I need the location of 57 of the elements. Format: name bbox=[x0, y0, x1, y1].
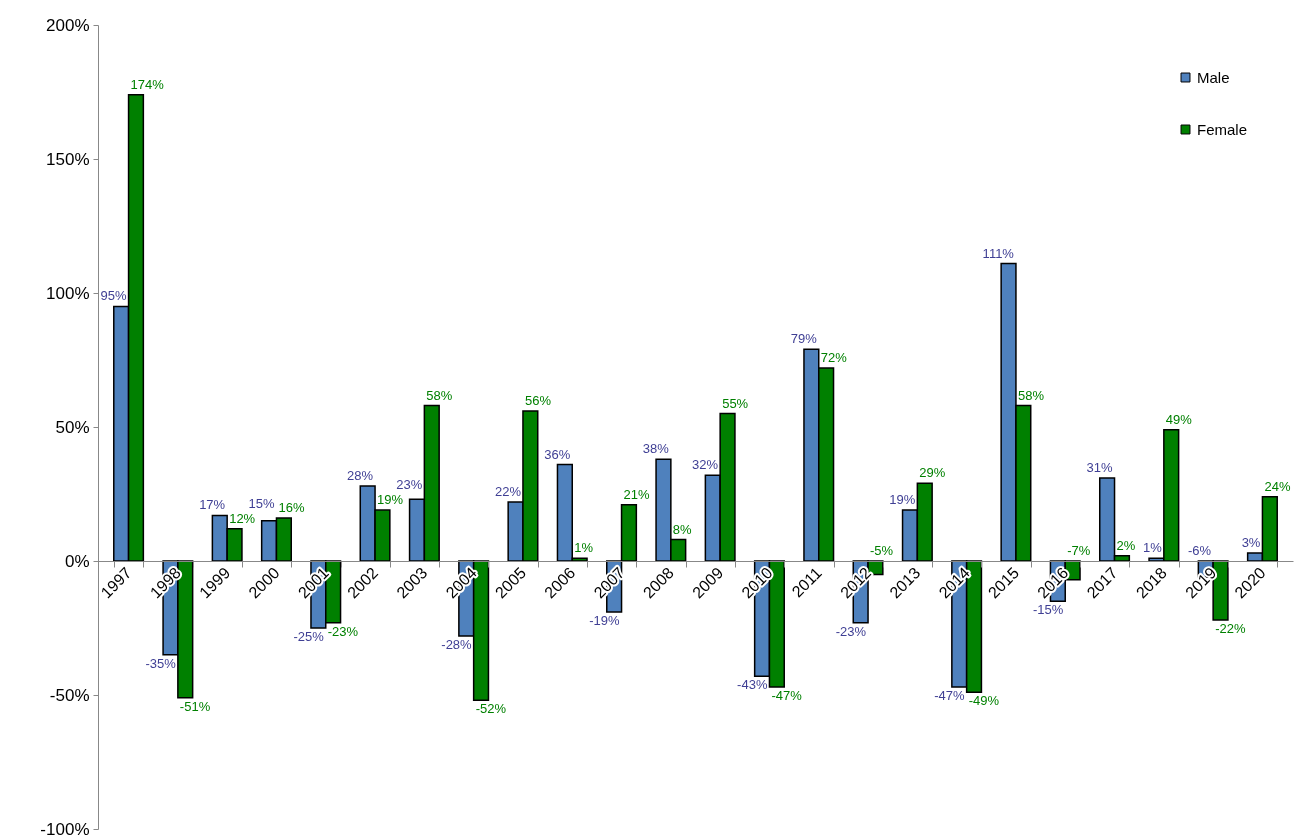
y-tick-label: 0% bbox=[64, 551, 90, 571]
data-label: 29% bbox=[919, 465, 946, 481]
data-label: 95% bbox=[100, 288, 127, 304]
data-label: -47% bbox=[934, 687, 966, 703]
data-label: 55% bbox=[722, 395, 749, 411]
data-label: 12% bbox=[229, 510, 256, 526]
data-label: 58% bbox=[426, 387, 453, 403]
data-label: -7% bbox=[1067, 543, 1091, 558]
data-label: 1% bbox=[574, 540, 594, 556]
data-label: 111% bbox=[982, 245, 1015, 261]
data-label: -6% bbox=[1188, 543, 1212, 558]
data-label: 49% bbox=[1165, 411, 1193, 427]
data-label: 2% bbox=[1116, 537, 1136, 553]
data-label: -22% bbox=[1215, 620, 1246, 636]
data-label: 36% bbox=[544, 446, 571, 462]
data-label: 16% bbox=[278, 500, 305, 516]
data-label: -28% bbox=[441, 637, 473, 653]
data-label: 56% bbox=[524, 392, 552, 408]
data-label: 23% bbox=[396, 477, 423, 493]
data-label: -15% bbox=[1032, 602, 1064, 618]
y-tick-label: 100% bbox=[46, 283, 90, 303]
data-label: -35% bbox=[145, 655, 177, 671]
legend-label: Male bbox=[1197, 68, 1230, 86]
data-label: 15% bbox=[248, 495, 275, 511]
data-label: 32% bbox=[692, 457, 719, 473]
data-label: 38% bbox=[642, 441, 670, 457]
data-label: -25% bbox=[293, 629, 325, 644]
data-label: 22% bbox=[494, 484, 522, 500]
data-label: 17% bbox=[199, 497, 226, 513]
data-label: -52% bbox=[475, 701, 507, 717]
data-label: -47% bbox=[771, 687, 803, 703]
y-tick-label: 50% bbox=[55, 417, 90, 437]
data-label: 3% bbox=[1241, 534, 1261, 550]
data-label: 8% bbox=[672, 521, 693, 537]
data-label: 72% bbox=[820, 350, 848, 366]
data-label: 1% bbox=[1143, 540, 1163, 556]
data-label: 174% bbox=[130, 76, 165, 92]
data-label: -23% bbox=[835, 623, 867, 639]
data-label: 28% bbox=[347, 467, 374, 483]
data-label: 19% bbox=[377, 492, 404, 508]
data-label: -43% bbox=[737, 677, 768, 693]
y-tick-label: -50% bbox=[49, 685, 90, 705]
data-label: -23% bbox=[327, 623, 359, 639]
data-label: 58% bbox=[1017, 387, 1045, 403]
data-label: 79% bbox=[790, 331, 818, 347]
data-label: 21% bbox=[623, 486, 651, 502]
data-label: 19% bbox=[889, 492, 916, 508]
data-label: -51% bbox=[179, 698, 211, 714]
y-tick-label: -100% bbox=[40, 819, 90, 836]
legend-label: Female bbox=[1197, 120, 1248, 138]
data-label: -19% bbox=[589, 612, 620, 628]
data-label: 24% bbox=[1264, 478, 1291, 494]
y-tick-label: 150% bbox=[46, 149, 90, 169]
y-tick-label: 200% bbox=[46, 15, 90, 35]
data-label: -49% bbox=[968, 693, 1000, 709]
data-label: 31% bbox=[1086, 459, 1113, 475]
data-label: -5% bbox=[870, 543, 894, 558]
